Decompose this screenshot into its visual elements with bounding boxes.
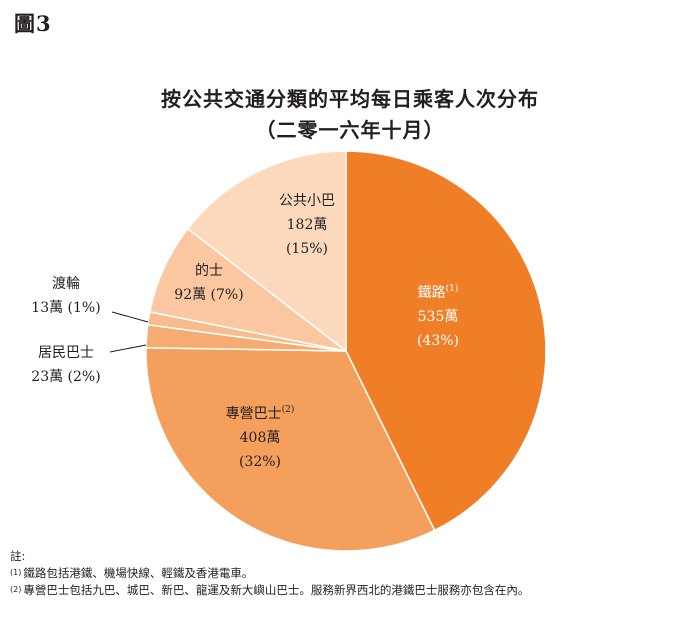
slice-railway — [345, 150, 547, 532]
slice-taxi-value: 92萬 (7%) — [174, 287, 243, 303]
slice-franchised-bus — [145, 346, 436, 552]
note-2-marker: (2) — [10, 585, 22, 594]
chart-title: 按公共交通分類的平均每日乘客人次分布 — [161, 87, 539, 111]
note-2-text: 專營巴士包括九巴、城巴、新巴、龍運及新大嶼山巴士。服務新界西北的港鐵巴士服務亦包… — [23, 583, 530, 597]
slice-railway-label: 鐵路(1) — [418, 283, 459, 301]
slice-residents-bus-value: 23萬 (2%) — [31, 369, 100, 385]
slice-public-light-bus — [186, 150, 347, 353]
chart-subtitle: （二零一六年十月） — [255, 118, 445, 142]
figure-label: 圖3 — [14, 11, 52, 36]
slice-ferry-leader-line — [111, 311, 149, 323]
slice-franchised-bus-percent: (32%) — [239, 454, 281, 470]
slice-residents-bus-leader-line — [109, 344, 147, 353]
slice-ferry-value: 13萬 (1%) — [31, 300, 100, 316]
note-1: (1) 鐵路包括港鐵、機場快線、輕鐵及香港電車。 — [10, 565, 529, 582]
slice-franchised-bus-label: 專營巴士(2) — [226, 404, 295, 422]
slice-public-light-bus-value: 182萬 — [287, 217, 328, 233]
note-2: (2) 專營巴士包括九巴、城巴、新巴、龍運及新大嶼山巴士。服務新界西北的港鐵巴士服… — [10, 582, 529, 599]
slice-ferry-label: 渡輪 — [52, 275, 80, 292]
notes-heading: 註: — [10, 549, 26, 563]
slice-taxi-label: 的士 — [195, 263, 223, 279]
slice-public-light-bus-percent: (15%) — [286, 241, 328, 257]
slice-railway-value: 535萬 — [418, 309, 459, 325]
notes: 註: (1) 鐵路包括港鐵、機場快線、輕鐵及香港電車。 (2) 專營巴士包括九巴、城… — [10, 548, 529, 599]
note-1-text: 鐵路包括港鐵、機場快線、輕鐵及香港電車。 — [23, 566, 254, 580]
slice-franchised-bus-value: 408萬 — [240, 430, 281, 446]
slice-railway-percent: (43%) — [417, 333, 459, 349]
slice-residents-bus-label: 居民巴士 — [38, 345, 94, 361]
slice-public-light-bus-label: 公共小巴 — [279, 193, 335, 209]
note-1-marker: (1) — [10, 568, 22, 577]
